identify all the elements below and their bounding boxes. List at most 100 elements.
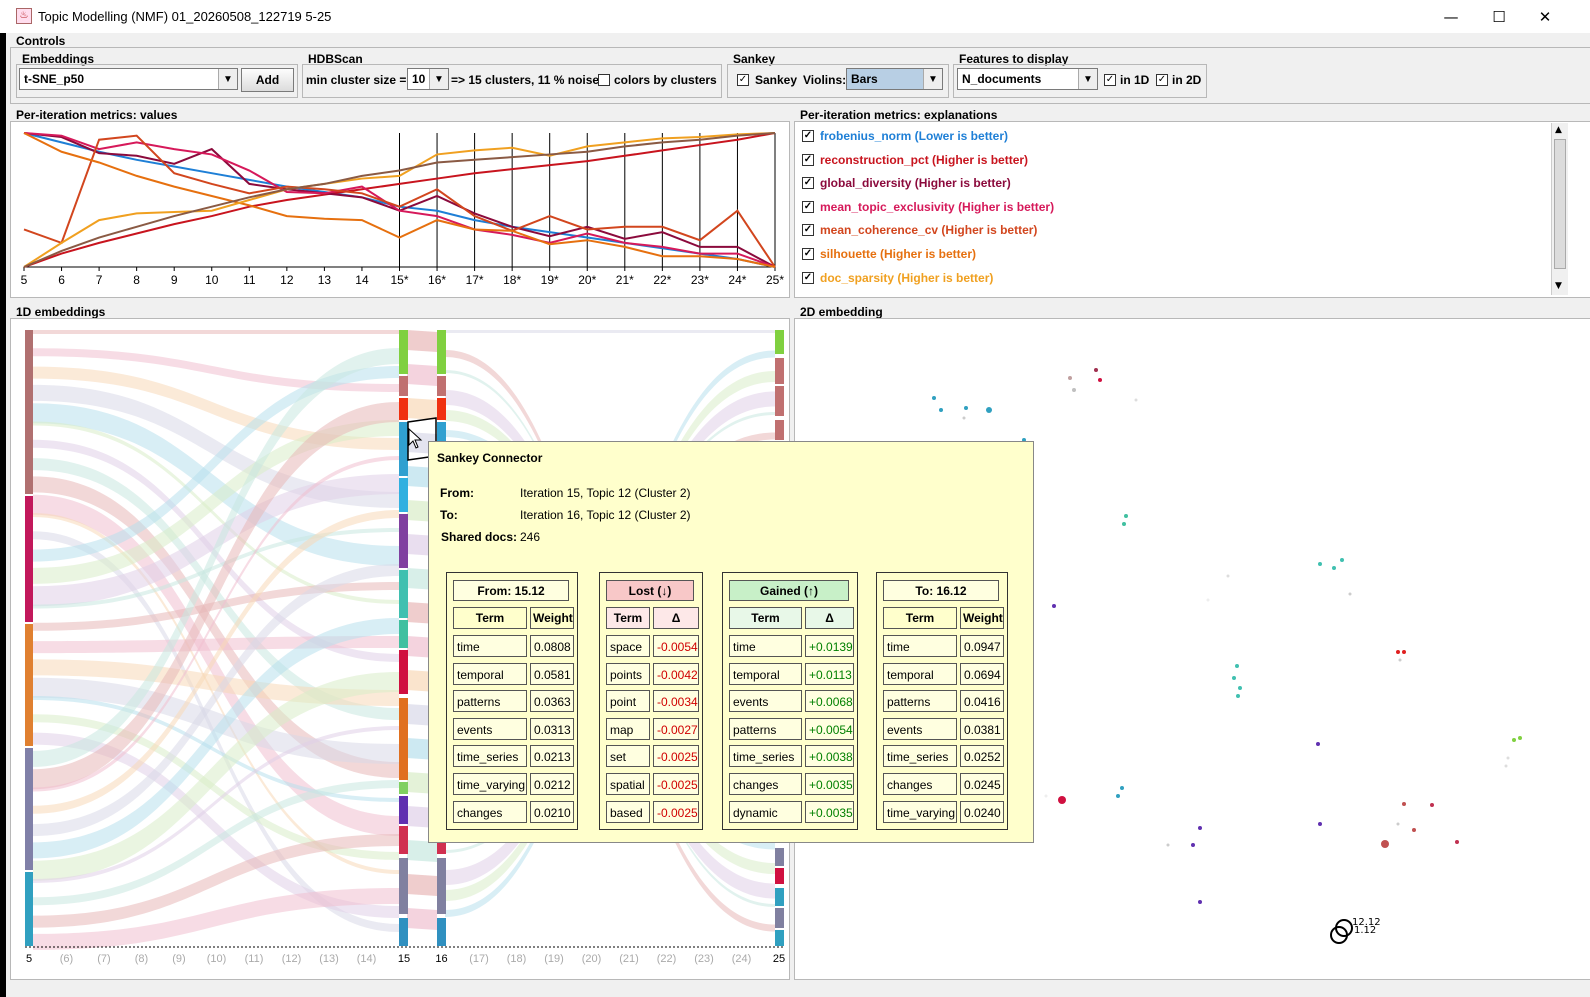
embeddings-select-value: t-SNE_p50 — [24, 72, 85, 86]
scatter-point — [1226, 574, 1230, 578]
scatter-point — [1318, 562, 1322, 566]
column-header: Δ — [653, 607, 699, 629]
metric-explanation-item[interactable]: ✓ doc_sparsity (Higher is better) — [802, 268, 993, 288]
embeddings-label: Embeddings — [22, 52, 95, 66]
x-tick-label: 12 — [280, 273, 294, 287]
term-cell: time — [729, 635, 802, 657]
metric-explanation-text: reconstruction_pct (Higher is better) — [820, 152, 1029, 167]
features-select[interactable]: N_documents ▼ — [957, 68, 1098, 90]
sankey-flow — [33, 732, 399, 918]
scatter-point — [1122, 522, 1126, 526]
metric-explanation-text: doc_sparsity (Higher is better) — [820, 270, 994, 285]
scatter-point — [1052, 604, 1056, 608]
term-cell: based — [606, 800, 650, 823]
series-line — [23, 132, 776, 268]
value-cell: -0.0027 — [653, 717, 699, 740]
chevron-down-icon[interactable]: ▼ — [923, 69, 942, 89]
sankey-node — [437, 376, 446, 396]
iteration-label: 25 — [773, 953, 785, 965]
hdbscan-group — [302, 64, 722, 98]
embeddings-select[interactable]: t-SNE_p50 ▼ — [19, 68, 238, 90]
features-label: Features to display — [959, 52, 1069, 66]
iteration-label: (22) — [657, 953, 677, 965]
metric-explanation-item[interactable]: ✓ global_diversity (Higher is better) — [802, 173, 1011, 193]
metric-checkbox[interactable]: ✓ — [802, 224, 814, 237]
minimize-button[interactable]: — — [1443, 7, 1459, 26]
iteration-label: (8) — [135, 953, 148, 965]
sankey-node — [775, 908, 784, 928]
metric-checkbox[interactable]: ✓ — [802, 248, 814, 260]
metric-checkbox[interactable]: ✓ — [802, 177, 814, 190]
iteration-label: (6) — [60, 953, 73, 965]
scroll-down-icon[interactable]: ▼ — [1555, 281, 1562, 291]
scatter-point — [1058, 796, 1066, 804]
iteration-label: (14) — [357, 953, 377, 965]
iteration-label: (21) — [619, 953, 639, 965]
tooltip-shared-label: Shared docs: — [441, 530, 518, 544]
scatter-point — [1396, 822, 1400, 826]
iteration-label: (23) — [694, 953, 714, 965]
min-cluster-select[interactable]: 10 ▼ — [407, 68, 449, 90]
min-cluster-label: min cluster size = — [306, 73, 407, 87]
scatter-point — [1116, 794, 1120, 798]
in-2d-checkbox[interactable]: ✓ — [1156, 74, 1168, 86]
metric-checkbox[interactable]: ✓ — [802, 153, 814, 166]
sankey-flow — [33, 366, 399, 450]
term-cell: patterns — [883, 690, 957, 713]
metric-explanation-item[interactable]: ✓ mean_coherence_cv (Higher is better) — [802, 220, 1037, 240]
series-line — [23, 134, 776, 268]
value-cell: 0.0313 — [530, 717, 574, 740]
term-cell: map — [606, 717, 650, 740]
sankey-node — [775, 930, 784, 946]
metric-explanation-item[interactable]: ✓ reconstruction_pct (Higher is better) — [802, 150, 1028, 170]
metric-explanation-item[interactable]: ✓ mean_topic_exclusivity (Higher is bette… — [802, 197, 1054, 217]
controls-panel — [10, 47, 1590, 104]
sankey-flow — [33, 348, 399, 392]
value-cell: 0.0808 — [530, 635, 574, 657]
value-cell: 0.0581 — [530, 662, 574, 685]
term-cell: space — [606, 635, 650, 657]
scatter-point — [1236, 694, 1240, 698]
scroll-thumb[interactable] — [1554, 139, 1566, 269]
x-tick-label: 16* — [428, 273, 446, 287]
sankey-checkbox[interactable]: ✓ — [737, 74, 749, 86]
iteration-label: (7) — [97, 953, 110, 965]
scatter-point — [1348, 592, 1352, 596]
sankey-flow — [33, 348, 399, 767]
iteration-label: (17) — [469, 953, 489, 965]
column-header: Term — [606, 607, 650, 629]
close-button[interactable]: ✕ — [1538, 7, 1552, 26]
table-title: Lost (↓) — [606, 580, 694, 601]
metric-checkbox[interactable]: ✓ — [802, 271, 814, 284]
x-tick-label: 14 — [355, 273, 369, 287]
sankey-flow — [33, 476, 399, 778]
sankey-flow — [33, 672, 399, 881]
sankey-node — [437, 330, 446, 374]
chevron-down-icon[interactable]: ▼ — [429, 69, 448, 89]
series-line — [23, 132, 776, 268]
value-cell: 0.0213 — [530, 745, 574, 768]
term-cell: temporal — [729, 662, 802, 685]
value-cell: +0.0038 — [805, 745, 854, 768]
maximize-button[interactable]: ☐ — [1492, 7, 1506, 26]
metric-checkbox[interactable]: ✓ — [802, 130, 814, 142]
sankey-node — [399, 620, 408, 648]
add-embedding-button[interactable]: Add — [241, 68, 294, 92]
scroll-up-icon[interactable]: ▲ — [1555, 125, 1562, 135]
sankey-flow — [33, 474, 399, 607]
violins-select-value: Bars — [851, 72, 878, 86]
metric-checkbox[interactable]: ✓ — [802, 200, 814, 213]
metric-explanation-item[interactable]: ✓ frobenius_norm (Lower is better) — [802, 126, 1008, 146]
x-tick-label: 23* — [691, 273, 709, 287]
in-1d-checkbox[interactable]: ✓ — [1104, 74, 1116, 86]
scrollbar[interactable]: ▲ ▼ — [1551, 123, 1568, 295]
sankey-flow — [407, 908, 437, 930]
colors-by-clusters-checkbox[interactable] — [598, 74, 610, 86]
metric-explanation-item[interactable]: ✓ silhouette (Higher is better) — [802, 244, 976, 264]
column-header: Term — [453, 607, 527, 629]
sankey-node — [775, 330, 784, 354]
sankey-node — [399, 698, 408, 780]
violins-select[interactable]: Bars ▼ — [846, 68, 943, 90]
chevron-down-icon[interactable]: ▼ — [218, 69, 237, 89]
chevron-down-icon[interactable]: ▼ — [1078, 69, 1097, 89]
